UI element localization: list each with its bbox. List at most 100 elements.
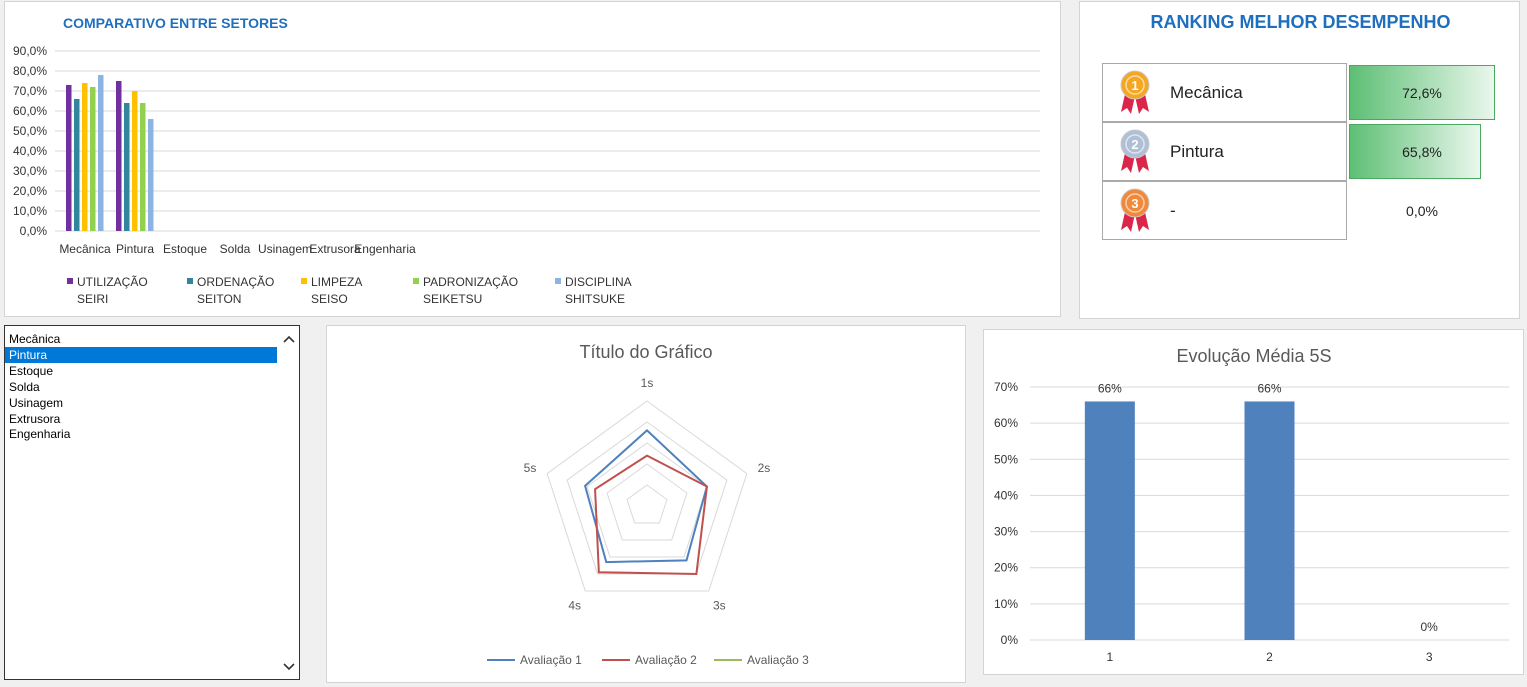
sector-listbox[interactable]: Mecânica Pintura Estoque Solda Usinagem Extru…	[4, 325, 300, 680]
bar[interactable]	[140, 103, 146, 231]
ranking-title: RANKING MELHOR DESEMPENHO	[1150, 12, 1451, 32]
radar-legend-label: Avaliação 1	[520, 653, 582, 667]
ranking-row: 2 Pintura	[1102, 122, 1347, 181]
ranking-row: 1 Mecânica	[1102, 63, 1347, 122]
radar-legend-label: Avaliação 2	[635, 653, 697, 667]
medal-icon: 1	[1120, 70, 1150, 114]
listbox-item[interactable]: Solda	[9, 379, 40, 394]
scroll-down-icon[interactable]	[283, 663, 295, 671]
listbox-item[interactable]: Engenharia	[9, 427, 71, 442]
bar[interactable]	[98, 75, 104, 231]
ranking-score-value: 65,8%	[1402, 144, 1442, 160]
y-tick-label: 70,0%	[13, 84, 47, 98]
listbox-item[interactable]: Usinagem	[9, 395, 64, 410]
ranking-score-bar	[1349, 124, 1481, 179]
legend-label-line1: DISCIPLINA	[565, 275, 632, 289]
radar-grid-ring	[546, 400, 748, 592]
legend-label-line1: PADRONIZAÇÃO	[423, 275, 518, 289]
bar[interactable]	[116, 81, 122, 231]
evolucao-chart: Evolução Média 5S70%60%50%40%30%20%10%0%…	[994, 346, 1509, 664]
category-label: Mecânica	[59, 242, 111, 256]
legend-label-line2: SHITSUKE	[565, 292, 625, 306]
legend-item[interactable]: LIMPEZA SEISO	[301, 275, 362, 306]
y-tick-label: 60,0%	[13, 104, 47, 118]
radar-chart-panel[interactable]: Título do Gráfico 1s 2s 3s 4s 5s Avaliação 1 Av…	[326, 325, 966, 683]
data-label: 66%	[1257, 381, 1281, 395]
y-tick-label: 50%	[994, 452, 1018, 466]
ranking-sector-name: -	[1170, 201, 1176, 220]
evolucao-title: Evolução Média 5S	[1176, 346, 1331, 366]
comparativo-chart: 90,0% 80,0% 70,0% 60,0% 50,0% 40,0% 30,0% 20,0%…	[13, 44, 1040, 306]
legend-item[interactable]: PADRONIZAÇÃO SEIKETSU	[413, 275, 518, 306]
category-label: 2	[1266, 650, 1273, 664]
bar[interactable]	[74, 99, 80, 231]
legend-swatch	[187, 278, 193, 284]
listbox-item[interactable]: Mecânica	[9, 332, 61, 346]
legend-label-line2: SEISO	[311, 292, 348, 306]
bar[interactable]	[132, 91, 138, 231]
listbox-item[interactable]: Estoque	[9, 363, 54, 378]
legend-label-line2: SEIKETSU	[423, 292, 482, 306]
listbox-item[interactable]: Pintura	[5, 346, 277, 363]
y-tick-label: 0%	[1001, 633, 1019, 647]
bar[interactable]	[148, 119, 154, 231]
medal-icon: 3	[1120, 188, 1150, 232]
bar[interactable]	[82, 83, 88, 231]
legend-item[interactable]: ORDENAÇÃO SEITON	[187, 275, 274, 306]
y-tick-label: 40,0%	[13, 144, 47, 158]
bar[interactable]	[1244, 401, 1295, 640]
radar-axis-label: 3s	[713, 599, 726, 613]
radar-axis-label: 2s	[758, 461, 771, 475]
data-label: 0%	[1420, 620, 1438, 634]
category-label: Estoque	[163, 242, 207, 256]
y-tick-label: 60%	[994, 416, 1018, 430]
radar-legend-label: Avaliação 3	[747, 653, 809, 667]
category-label: Solda	[220, 242, 251, 256]
category-label: Extrusora	[309, 242, 361, 256]
radar-legend-item[interactable]: Avaliação 3	[714, 653, 809, 667]
radar-chart: Título do Gráfico 1s 2s 3s 4s 5s Avaliação 1 Av…	[487, 342, 809, 667]
radar-series-line[interactable]	[583, 429, 709, 564]
svg-text:1: 1	[1131, 78, 1138, 93]
radar-legend-item[interactable]: Avaliação 1	[487, 653, 582, 667]
svg-text:3: 3	[1131, 196, 1138, 211]
legend-item[interactable]: UTILIZAÇÃO SEIRI	[67, 275, 148, 306]
evolucao-chart-panel[interactable]: Evolução Média 5S 70% 60% 50% 40% 30% 20% 10% 0%…	[983, 329, 1524, 675]
legend-label-line1: LIMPEZA	[311, 275, 362, 289]
scroll-up-icon[interactable]	[283, 335, 295, 343]
comparativo-chart-panel[interactable]: COMPARATIVO ENTRE SETORES 90,0% 80,0% 70,0…	[4, 1, 1061, 317]
legend-label-line2: SEITON	[197, 292, 241, 306]
y-tick-label: 90,0%	[13, 44, 47, 58]
ranking-sector-name: Pintura	[1170, 142, 1224, 161]
category-label: Engenharia	[354, 242, 416, 256]
radar-series-line[interactable]	[594, 454, 708, 575]
y-tick-label: 0,0%	[20, 224, 48, 238]
ranking-score-value: 72,6%	[1402, 85, 1442, 101]
listbox-scrollbar[interactable]	[279, 326, 299, 679]
ranking-score-bar	[1349, 65, 1495, 120]
legend-swatch	[555, 278, 561, 284]
legend-item[interactable]: DISCIPLINA SHITSUKE	[555, 275, 632, 306]
radar-title: Título do Gráfico	[579, 342, 712, 362]
y-tick-label: 20%	[994, 561, 1018, 575]
bar[interactable]	[124, 103, 130, 231]
radar-axis-label: 4s	[568, 599, 581, 613]
ranking-panel[interactable]: RANKING MELHOR DESEMPENHO 1 Mecânica 72,6%…	[1079, 1, 1520, 319]
y-tick-label: 10%	[994, 597, 1018, 611]
y-tick-label: 30%	[994, 525, 1018, 539]
medal-icon: 2	[1120, 129, 1150, 173]
svg-text:2: 2	[1131, 137, 1138, 152]
ranking-sector-name: Mecânica	[1170, 83, 1243, 102]
legend-label-line2: SEIRI	[77, 292, 108, 306]
radar-axis-label: 5s	[524, 461, 537, 475]
bar[interactable]	[1084, 401, 1135, 640]
y-tick-label: 50,0%	[13, 124, 47, 138]
listbox-item[interactable]: Extrusora	[9, 411, 61, 426]
y-tick-label: 70%	[994, 380, 1018, 394]
ranking-score-value: 0,0%	[1406, 203, 1438, 219]
y-tick-label: 80,0%	[13, 64, 47, 78]
bar[interactable]	[90, 87, 96, 231]
bar[interactable]	[66, 85, 72, 231]
legend-label-line1: ORDENAÇÃO	[197, 275, 274, 289]
radar-legend-item[interactable]: Avaliação 2	[602, 653, 697, 667]
